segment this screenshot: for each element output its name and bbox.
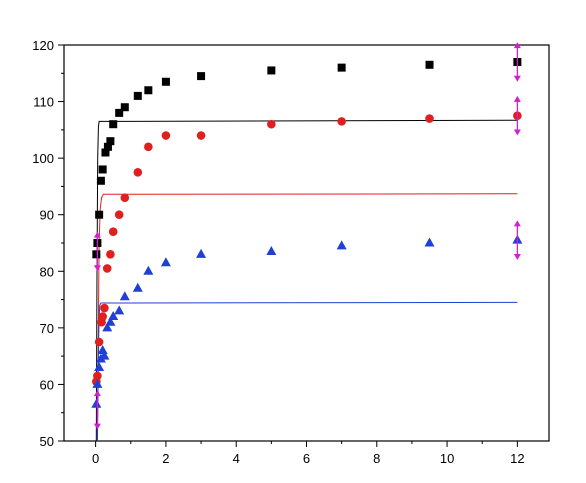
square-point xyxy=(106,137,115,146)
square-point xyxy=(103,142,112,151)
square-point xyxy=(96,176,105,185)
circle-point xyxy=(108,227,118,236)
triangle-point xyxy=(196,248,207,258)
triangle-point xyxy=(105,316,116,326)
circle-point xyxy=(161,131,171,140)
error-bar-cap-top xyxy=(93,231,101,238)
y-tick-label: 90 xyxy=(40,208,54,223)
fit-curves xyxy=(95,119,518,442)
y-tick-label: 70 xyxy=(40,321,54,336)
triangle-point xyxy=(97,344,108,354)
x-tick-label: 8 xyxy=(373,451,380,466)
square-point xyxy=(95,210,104,219)
y-tick-label: 100 xyxy=(32,151,54,166)
triangle-point xyxy=(132,282,143,292)
circle-point xyxy=(102,264,112,273)
axis-ticks: 0 2 4 6 8 10 12 50 60 70 80 90 100 110 120 xyxy=(32,38,524,466)
circle-point xyxy=(93,371,102,381)
error-bar-cap-bottom xyxy=(513,75,521,82)
triangle-point xyxy=(143,265,154,275)
y-tick-label: 110 xyxy=(33,95,54,110)
triangle-point xyxy=(119,291,130,301)
triangle-point xyxy=(94,361,105,371)
circle-point xyxy=(196,131,206,140)
x-tick-label: 10 xyxy=(440,451,454,466)
circle-point xyxy=(114,210,124,220)
triangle-point xyxy=(92,378,103,388)
square-point xyxy=(425,60,434,69)
circle-fit-line xyxy=(96,193,518,442)
square-point xyxy=(197,72,206,81)
square-point xyxy=(109,120,118,129)
error-bar-cap-bottom xyxy=(93,265,101,272)
triangle-point xyxy=(160,257,171,267)
circle-point xyxy=(120,193,130,203)
triangle-point xyxy=(266,245,277,255)
triangle-point xyxy=(108,311,119,321)
error-bar-cap-bottom xyxy=(513,129,521,136)
x-tick-label: 12 xyxy=(510,451,524,466)
square-point xyxy=(144,86,153,95)
y-tick-label: 50 xyxy=(40,434,54,449)
square-point xyxy=(92,250,101,259)
x-tick-label: 2 xyxy=(162,451,169,466)
circle-point xyxy=(94,337,104,347)
triangle-point xyxy=(114,305,125,315)
triangle-point xyxy=(91,398,102,408)
x-tick-label: 6 xyxy=(303,451,310,466)
data-markers xyxy=(91,57,523,408)
square-point xyxy=(337,63,346,72)
y-tick-label: 60 xyxy=(40,377,54,392)
circle-point xyxy=(98,312,107,321)
circle-point xyxy=(267,119,276,129)
square-point xyxy=(120,103,129,112)
error-bar-cap-top xyxy=(93,390,101,397)
y-tick-label: 80 xyxy=(40,264,54,279)
x-tick-label: 4 xyxy=(233,451,240,466)
triangle-point xyxy=(424,237,435,247)
triangle-point xyxy=(102,322,113,332)
square-fit-line xyxy=(95,119,518,442)
error-bar-cap-top xyxy=(513,42,521,49)
triangle-point xyxy=(336,240,347,250)
error-bar-cap-bottom xyxy=(93,423,101,430)
square-point xyxy=(161,77,170,86)
circle-point xyxy=(337,117,346,126)
x-tick-label: 0 xyxy=(92,451,99,466)
square-point xyxy=(115,108,124,117)
triangle-fit-line xyxy=(96,301,518,442)
square-point xyxy=(98,165,107,174)
error-bars xyxy=(93,42,521,430)
circle-point xyxy=(133,167,143,177)
error-bar-cap-top xyxy=(513,220,521,227)
circle-point xyxy=(144,142,153,152)
square-point xyxy=(133,91,142,100)
error-bar-cap-bottom xyxy=(513,253,521,260)
error-bar-cap-top xyxy=(513,95,521,102)
y-tick-label: 120 xyxy=(32,38,54,53)
circle-point xyxy=(100,303,109,313)
circle-point xyxy=(106,250,115,259)
square-point xyxy=(101,148,110,157)
square-point xyxy=(267,66,276,75)
plot-frame xyxy=(63,44,550,442)
triangle-point xyxy=(99,350,110,360)
circle-point xyxy=(425,114,434,123)
